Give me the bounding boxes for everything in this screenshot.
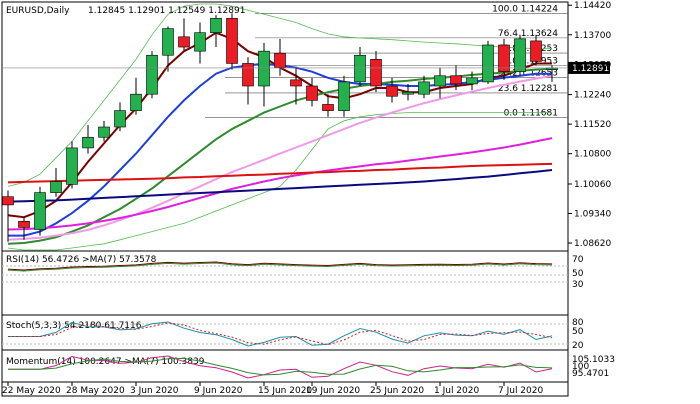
rsi-level-30: 30 bbox=[572, 280, 584, 290]
current-price-label: 1.12891 bbox=[572, 64, 609, 74]
rsi-level-70: 70 bbox=[572, 255, 584, 265]
date-tick-label: 1 Jul 2020 bbox=[434, 386, 479, 396]
candle-body bbox=[98, 126, 110, 138]
price-tick-label: 1.13700 bbox=[574, 31, 611, 41]
rsi-ma-line bbox=[7, 262, 553, 272]
momentum-level-low: 95.4701 bbox=[572, 369, 609, 379]
candle-body bbox=[498, 44, 510, 72]
date-tick-label: 3 Jun 2020 bbox=[130, 386, 179, 396]
moving-average-line bbox=[7, 162, 553, 184]
price-tick-label: 1.10800 bbox=[574, 150, 611, 160]
momentum-ma-line bbox=[8, 357, 553, 376]
moving-average-line bbox=[7, 137, 553, 231]
stoch-label: Stoch(5,3,3) 54.2180 61.7116 bbox=[6, 321, 142, 331]
candle-body bbox=[130, 93, 142, 111]
rsi-level-50: 50 bbox=[572, 269, 584, 279]
date-axis: 22 May 2020 28 May 2020 3 Jun 2020 9 Jun 20… bbox=[2, 382, 543, 396]
momentum-label: Momentum(14) 100.2647 >MA(7) 100.3839 bbox=[6, 357, 205, 367]
band-upper-line bbox=[7, 3, 552, 187]
candle-body bbox=[194, 32, 206, 52]
candle-body bbox=[162, 28, 174, 56]
price-axis: 1.14420 1.13700 1.12970 1.12240 1.11520 1.108… bbox=[568, 1, 611, 249]
stoch-panel: Stoch(5,3,3) 54.2180 61.7116 80 50 20 bbox=[2, 318, 584, 351]
candle-body bbox=[530, 40, 542, 62]
candle-body bbox=[114, 110, 126, 128]
candle-body bbox=[146, 54, 158, 95]
candle-body bbox=[434, 75, 446, 87]
stoch-level-50: 50 bbox=[572, 327, 584, 337]
candle-body bbox=[242, 63, 254, 87]
candle-body bbox=[82, 136, 94, 149]
candle-body bbox=[450, 75, 462, 85]
candle-body bbox=[66, 147, 78, 185]
moving-average-line bbox=[7, 67, 553, 245]
candle-body bbox=[178, 36, 190, 48]
price-tick-label: 1.09340 bbox=[574, 210, 611, 220]
candle-body bbox=[514, 38, 526, 72]
candle-body bbox=[482, 44, 494, 83]
date-tick-label: 7 Jul 2020 bbox=[498, 386, 543, 396]
candles bbox=[2, 13, 558, 242]
candle-body bbox=[226, 18, 238, 64]
date-tick-label: 28 May 2020 bbox=[66, 386, 125, 396]
candle-body bbox=[210, 18, 222, 34]
moving-average-line bbox=[8, 62, 552, 237]
momentum-level-high: 105.1033 bbox=[572, 355, 615, 365]
candle-body bbox=[338, 81, 350, 111]
price-tick-label: 1.08620 bbox=[574, 239, 611, 249]
chart-title: EURUSD,Daily bbox=[6, 6, 70, 16]
stoch-level-80: 80 bbox=[572, 318, 584, 328]
stoch-level-20: 20 bbox=[572, 341, 584, 351]
candle-body bbox=[402, 91, 414, 95]
band-lower-line bbox=[7, 112, 552, 251]
fib-level-label: 23.6 1.12281 bbox=[498, 84, 558, 94]
date-tick-label: 19 Jun 2020 bbox=[306, 386, 360, 396]
date-tick-label: 15 Jun 2020 bbox=[258, 386, 312, 396]
candle-body bbox=[322, 104, 334, 111]
candle-body bbox=[386, 85, 398, 97]
candle-body bbox=[466, 77, 478, 85]
date-tick-label: 9 Jun 2020 bbox=[194, 386, 243, 396]
price-tick-label: 1.10060 bbox=[574, 180, 611, 190]
candle-body bbox=[34, 192, 46, 230]
chart-frame bbox=[1, 1, 569, 397]
candle-body bbox=[258, 50, 270, 87]
candle-body bbox=[418, 81, 430, 95]
fib-level-label: 0.0 1.11681 bbox=[504, 109, 558, 119]
current-price-box bbox=[568, 61, 610, 74]
momentum-level-mid: 100 bbox=[572, 362, 589, 372]
moving-average-line bbox=[7, 169, 553, 203]
price-tick-label: 1.12970 bbox=[574, 61, 611, 71]
stoch-d-line bbox=[8, 322, 553, 346]
ohlc-readout: 1.12845 1.12901 1.12549 1.12891 bbox=[88, 6, 245, 16]
fib-level-label: 76.4 1.13624 bbox=[498, 29, 558, 39]
fib-level-label: 50.0 1.12953 bbox=[498, 56, 558, 66]
rsi-line bbox=[7, 261, 553, 271]
envelope-band bbox=[7, 3, 552, 251]
candle-body bbox=[290, 79, 302, 87]
price-tick-label: 1.14420 bbox=[574, 1, 611, 11]
price-tick-label: 1.12240 bbox=[574, 91, 611, 101]
price-tick-label: 1.11520 bbox=[574, 120, 611, 130]
candle-body bbox=[306, 85, 318, 101]
date-tick-label: 25 Jun 2020 bbox=[370, 386, 424, 396]
candle-body bbox=[18, 221, 30, 228]
stoch-k-line bbox=[8, 321, 553, 347]
fib-level-label: 38.2 1.12653 bbox=[498, 69, 558, 79]
momentum-line bbox=[8, 355, 553, 379]
rsi-label: RSI(14) 56.4726 >MA(7) 57.3578 bbox=[6, 255, 157, 265]
rsi-panel: RSI(14) 56.4726 >MA(7) 57.3578 70 50 30 bbox=[2, 255, 584, 290]
fib-level-label: 61.8 1.13253 bbox=[498, 44, 558, 54]
candle-body bbox=[354, 54, 366, 83]
moving-average-line bbox=[7, 74, 553, 241]
fib-level-label: 100.0 1.14224 bbox=[492, 4, 558, 14]
candle-body bbox=[274, 52, 286, 68]
candle-body bbox=[50, 181, 62, 193]
momentum-panel: Momentum(14) 100.2647 >MA(7) 100.3839 10… bbox=[6, 355, 615, 379]
date-tick-label: 22 May 2020 bbox=[2, 386, 61, 396]
candle-body bbox=[370, 59, 382, 87]
candle-body bbox=[2, 196, 14, 206]
